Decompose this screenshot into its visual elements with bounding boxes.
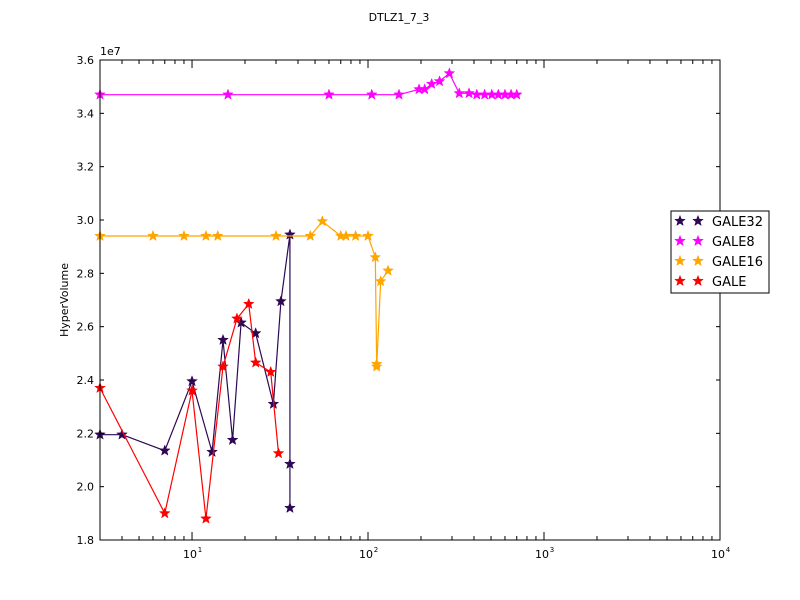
data-point — [362, 229, 374, 242]
y-tick-label: 1.8 — [77, 534, 95, 547]
y-tick-label: 3.4 — [77, 107, 95, 120]
legend-box — [670, 210, 770, 294]
data-point — [217, 360, 229, 372]
x-tick-exponent: 1 — [198, 546, 202, 554]
legend-marker — [692, 214, 704, 227]
x-tick-exponent: 3 — [550, 546, 554, 554]
data-point — [275, 295, 287, 307]
x-tick-exponent: 2 — [374, 546, 378, 554]
data-point — [370, 360, 383, 372]
data-point — [222, 88, 234, 100]
y-axis-label: HyperVolume — [58, 263, 71, 337]
y-axis-offset-label: 1e7 — [100, 45, 121, 58]
legend-label: GALE8 — [712, 235, 755, 250]
legend-label: GALE — [712, 275, 746, 290]
data-point — [365, 88, 378, 100]
data-point — [510, 88, 523, 100]
data-point — [186, 384, 198, 396]
data-point — [226, 433, 239, 446]
legend: GALE32 GALE8 GALE16 GALE — [670, 210, 770, 294]
x-tick-label: 10 — [711, 548, 725, 561]
series-line — [100, 220, 389, 367]
legend-marker — [692, 274, 704, 287]
data-point — [200, 229, 212, 242]
data-point — [264, 365, 277, 378]
data-point — [211, 229, 224, 242]
data-point — [178, 229, 190, 242]
chart-title: DTLZ1_7_3 — [369, 11, 430, 24]
data-point — [443, 67, 456, 79]
legend-marker — [674, 214, 686, 227]
x-tick-label: 10 — [535, 548, 549, 561]
data-point — [453, 87, 466, 99]
y-tick-label: 2.2 — [77, 427, 95, 440]
data-point — [200, 512, 212, 524]
y-tick-label: 2.8 — [77, 267, 95, 280]
data-point — [284, 457, 296, 470]
data-point — [158, 444, 171, 456]
y-tick-label: 3.6 — [77, 54, 95, 67]
series-line — [99, 302, 280, 519]
data-point — [186, 375, 198, 387]
x-tick-label: 10 — [183, 548, 197, 561]
data-point — [374, 275, 387, 287]
data-point — [323, 88, 335, 100]
data-point — [433, 75, 446, 87]
legend-marker — [692, 254, 704, 267]
data-point — [242, 297, 255, 310]
data-point — [425, 77, 438, 90]
series-gale8 — [94, 67, 523, 100]
data-point — [349, 229, 362, 242]
y-tick-label: 2.6 — [77, 321, 95, 334]
data-point — [272, 447, 285, 459]
data-point — [206, 445, 218, 458]
data-point — [147, 229, 159, 242]
data-point — [369, 251, 382, 263]
plot-area — [99, 59, 721, 541]
legend-label: GALE32 — [712, 215, 763, 230]
y-tick-label: 2.4 — [77, 374, 95, 387]
data-point — [249, 356, 262, 368]
data-point — [284, 228, 296, 240]
y-tick-label: 3.0 — [77, 214, 95, 227]
data-point — [316, 215, 329, 227]
axis-ticks: 1.82.02.22.42.62.83.03.23.43.610 1 10 2 10 3 1… — [77, 54, 731, 561]
data-point — [284, 501, 296, 514]
data-point — [393, 88, 405, 100]
series-gale16 — [94, 215, 394, 372]
data-point — [304, 229, 317, 242]
y-tick-label: 3.2 — [77, 161, 95, 174]
legend-label: GALE16 — [712, 255, 763, 270]
legend-marker — [674, 234, 686, 247]
data-point — [231, 312, 243, 324]
data-point — [270, 229, 282, 242]
series-layer — [94, 67, 523, 524]
legend-marker — [692, 234, 704, 247]
series-gale32 — [94, 228, 296, 514]
x-tick-exponent: 4 — [726, 546, 731, 554]
data-point — [463, 87, 475, 99]
data-point — [217, 333, 229, 346]
legend-marker — [674, 254, 686, 267]
x-tick-label: 10 — [359, 548, 373, 561]
data-point — [382, 264, 394, 276]
legend-marker — [674, 274, 686, 287]
y-tick-label: 2.0 — [77, 481, 95, 494]
data-point — [470, 88, 483, 100]
data-point — [116, 428, 128, 440]
series-line — [100, 234, 291, 508]
data-point — [158, 507, 171, 519]
